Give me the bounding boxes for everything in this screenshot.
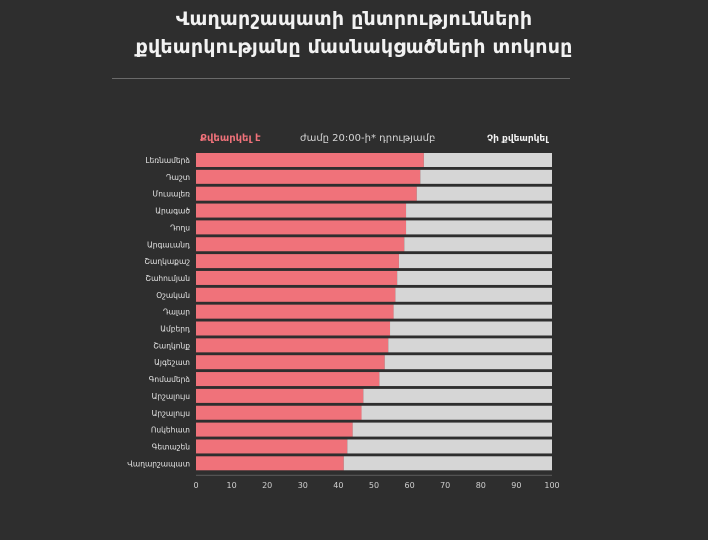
category-label-8: Օշական bbox=[156, 291, 190, 300]
bar-not-voted-16 bbox=[352, 422, 552, 437]
category-label-4: Դողս bbox=[170, 223, 190, 232]
category-label-10: Ամբերդ bbox=[160, 325, 190, 334]
category-label-16: Ոսկեհատ bbox=[151, 426, 190, 435]
category-label-7: Շահումյան bbox=[145, 274, 190, 283]
x-axis: 0 10 20 30 40 50 60 70 80 90 100 bbox=[193, 474, 560, 490]
bar-not-voted-5 bbox=[404, 237, 552, 252]
x-tick-label-3: 30 bbox=[298, 481, 308, 490]
title-line-1: Վաղարշապատի ընտրությունների bbox=[175, 8, 533, 30]
category-label-11: Շաղկոնք bbox=[153, 341, 190, 350]
category-label-6: Շաղկաքաշ bbox=[144, 257, 190, 266]
bar-voted-5 bbox=[196, 237, 405, 252]
bar-not-voted-8 bbox=[395, 287, 552, 302]
category-labels: Լեռնամերձ Դաշտ Մուսալեռ Արագած Դողս Արգաւանդ Շ… bbox=[127, 156, 190, 468]
category-label-2: Մուսալեռ bbox=[152, 190, 190, 199]
bar-voted-14 bbox=[196, 388, 364, 403]
bars-group bbox=[196, 153, 552, 471]
x-tick-label-6: 60 bbox=[405, 481, 415, 490]
bar-not-voted-15 bbox=[361, 405, 552, 420]
bar-not-voted-13 bbox=[379, 372, 552, 387]
bar-not-voted-18 bbox=[343, 456, 552, 471]
bar-voted-16 bbox=[196, 422, 353, 437]
category-label-14: Արշալույս bbox=[152, 392, 191, 401]
category-label-3: Արագած bbox=[155, 207, 190, 216]
category-label-5: Արգաւանդ bbox=[147, 240, 190, 249]
bar-not-voted-7 bbox=[397, 270, 552, 285]
bar-voted-18 bbox=[196, 456, 344, 471]
bar-voted-0 bbox=[196, 153, 424, 167]
category-label-12: Այգեշատ bbox=[154, 358, 190, 367]
bar-voted-13 bbox=[196, 372, 380, 387]
x-tick-label-7: 70 bbox=[440, 481, 450, 490]
x-tick-label-4: 40 bbox=[333, 481, 343, 490]
x-tick-label-10: 100 bbox=[544, 481, 559, 490]
category-label-1: Դաշտ bbox=[166, 173, 190, 182]
bar-not-voted-4 bbox=[406, 220, 552, 235]
legend-not-voted-label: Չի քվեարկել bbox=[487, 134, 549, 144]
bar-voted-3 bbox=[196, 203, 407, 218]
x-tick-label-2: 20 bbox=[262, 481, 272, 490]
x-tick-label-9: 90 bbox=[511, 481, 521, 490]
bar-voted-17 bbox=[196, 439, 348, 454]
legend-voted-label: Քվեարկել է bbox=[200, 133, 261, 144]
bar-not-voted-11 bbox=[388, 338, 552, 353]
bar-not-voted-12 bbox=[384, 355, 552, 370]
bar-voted-8 bbox=[196, 287, 396, 302]
category-label-13: Գոմամերձ bbox=[149, 375, 190, 384]
x-tick-label-5: 50 bbox=[369, 481, 379, 490]
category-label-18: Վաղարշապատ bbox=[127, 459, 190, 468]
category-label-17: Գետաշեն bbox=[152, 442, 191, 451]
bar-voted-11 bbox=[196, 338, 389, 353]
x-tick-label-1: 10 bbox=[227, 481, 237, 490]
bar-not-voted-3 bbox=[406, 203, 552, 218]
bar-voted-7 bbox=[196, 270, 398, 285]
bar-not-voted-0 bbox=[423, 153, 552, 167]
bar-voted-2 bbox=[196, 186, 417, 201]
bar-voted-4 bbox=[196, 220, 407, 235]
bar-not-voted-10 bbox=[390, 321, 552, 336]
bar-not-voted-17 bbox=[347, 439, 552, 454]
bar-voted-9 bbox=[196, 304, 394, 319]
bar-not-voted-9 bbox=[393, 304, 552, 319]
bar-voted-12 bbox=[196, 355, 385, 370]
legend-time-note: ժամը 20:00-ի* դրությամբ bbox=[300, 133, 435, 144]
title-divider bbox=[112, 78, 570, 79]
bar-not-voted-14 bbox=[363, 388, 552, 403]
category-label-0: Լեռնամերձ bbox=[146, 156, 191, 165]
bar-not-voted-1 bbox=[420, 169, 552, 184]
bar-voted-1 bbox=[196, 169, 421, 184]
x-tick-label-8: 80 bbox=[476, 481, 486, 490]
bar-not-voted-6 bbox=[398, 254, 552, 269]
category-label-9: Դալար bbox=[163, 308, 190, 317]
x-tick-label-0: 0 bbox=[193, 481, 198, 490]
bar-voted-10 bbox=[196, 321, 391, 336]
bar-not-voted-2 bbox=[416, 186, 552, 201]
bar-voted-15 bbox=[196, 405, 362, 420]
title-line-2: քվեարկությանը մասնակցածների տոկոսը bbox=[135, 36, 573, 58]
category-label-15: Արշալույս bbox=[152, 409, 191, 418]
bar-voted-6 bbox=[196, 254, 399, 269]
